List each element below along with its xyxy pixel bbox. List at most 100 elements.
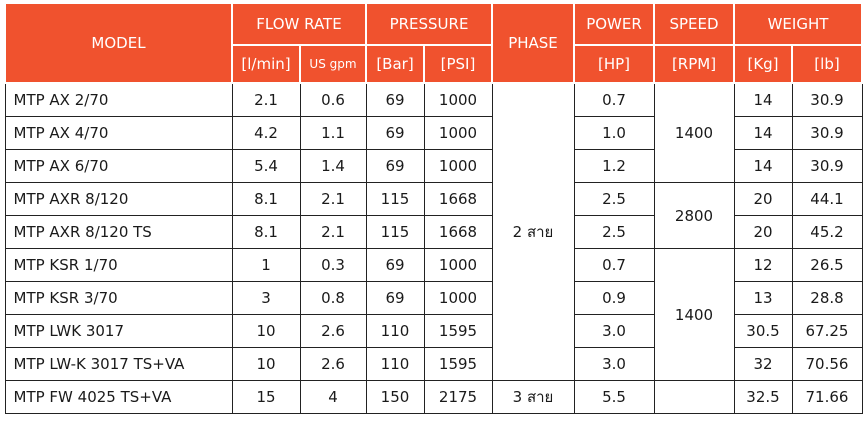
header-phase: PHASE [491, 2, 575, 84]
table-row: MTP AX 2/70 2.1 0.6 69 1000 2 สาย 0.7 14… [4, 82, 863, 381]
cell-speed-merged: 2800 [653, 182, 735, 249]
cell-pressure-bar: 110 [365, 347, 425, 381]
cell-weight-lb: 67.25 [791, 314, 863, 348]
cell-speed-merged: 1400 [653, 248, 735, 381]
header-row-2: [l/min] US gpm [Bar] [PSI] [HP] [RPM] [K… [5, 44, 863, 84]
cell-pressure-bar: 110 [365, 314, 425, 348]
cell-weight-kg: 13 [733, 281, 793, 315]
cell-weight-kg: 32.5 [733, 380, 793, 414]
cell-weight-lb: 26.5 [791, 248, 863, 282]
cell-weight-kg: 14 [733, 149, 793, 183]
cell-flow-lmin: 10 [231, 314, 301, 348]
cell-pressure-bar: 115 [365, 215, 425, 249]
cell-flow-usgpm: 2.6 [299, 347, 367, 381]
cell-model: MTP LW-K 3017 TS+VA [4, 347, 233, 381]
cell-flow-usgpm: 2.6 [299, 314, 367, 348]
header-flow-lmin: [l/min] [231, 44, 301, 84]
cell-pressure-bar: 69 [365, 82, 425, 117]
cell-pressure-bar: 150 [365, 380, 425, 414]
cell-pressure-psi: 1595 [423, 314, 493, 348]
cell-model: MTP AXR 8/120 [4, 182, 233, 216]
header-weight-kg: [Kg] [733, 44, 793, 84]
header-weight: WEIGHT [733, 2, 863, 46]
cell-flow-lmin: 8.1 [231, 182, 301, 216]
cell-flow-lmin: 15 [231, 380, 301, 414]
header-flow-rate: FLOW RATE [231, 2, 367, 46]
cell-weight-lb: 30.9 [791, 149, 863, 183]
cell-weight-kg: 30.5 [733, 314, 793, 348]
cell-weight-kg: 12 [733, 248, 793, 282]
header-row-1: MODEL FLOW RATE PRESSURE PHASE POWER SPE… [4, 2, 863, 84]
cell-weight-kg: 14 [733, 82, 793, 117]
cell-flow-lmin: 4.2 [231, 116, 301, 150]
header-power: POWER [573, 2, 655, 46]
cell-pressure-bar: 69 [365, 281, 425, 315]
table-row: MTP AXR 8/120 8.1 2.1 115 1668 2.5 2800 … [4, 182, 863, 249]
cell-model: MTP AX 6/70 [4, 149, 233, 183]
cell-pressure-psi: 1000 [423, 248, 493, 282]
cell-power-hp: 2.5 [573, 182, 655, 216]
cell-pressure-psi: 1668 [423, 215, 493, 249]
header-pressure: PRESSURE [365, 2, 493, 46]
table-row: MTP AX 4/70 4.2 1.1 69 1000 1.0 14 30.9 [4, 116, 863, 150]
table-row: MTP LW-K 3017 TS+VA 10 2.6 110 1595 3.0 … [4, 347, 863, 381]
cell-weight-lb: 30.9 [791, 116, 863, 150]
cell-speed [653, 380, 735, 414]
cell-model: MTP AX 4/70 [4, 116, 233, 150]
cell-pressure-bar: 69 [365, 248, 425, 282]
cell-phase: 3 สาย [491, 380, 575, 414]
cell-power-hp: 3.0 [573, 314, 655, 348]
cell-weight-kg: 32 [733, 347, 793, 381]
cell-model: MTP AXR 8/120 TS [4, 215, 233, 249]
header-model: MODEL [4, 2, 233, 84]
cell-flow-lmin: 2.1 [231, 82, 301, 117]
cell-power-hp: 0.9 [573, 281, 655, 315]
cell-pressure-bar: 115 [365, 182, 425, 216]
cell-flow-usgpm: 0.3 [299, 248, 367, 282]
cell-power-hp: 1.2 [573, 149, 655, 183]
table-row: MTP LWK 3017 10 2.6 110 1595 3.0 30.5 67… [4, 314, 863, 348]
cell-power-hp: 0.7 [573, 248, 655, 282]
header-pressure-bar: [Bar] [365, 44, 425, 84]
cell-pressure-psi: 2175 [423, 380, 493, 414]
table-row: MTP KSR 1/70 1 0.3 69 1000 0.7 1400 12 2… [4, 248, 863, 381]
header-speed: SPEED [653, 2, 735, 46]
cell-model: MTP KSR 1/70 [4, 248, 233, 282]
table-row: MTP KSR 3/70 3 0.8 69 1000 0.9 13 28.8 [4, 281, 863, 315]
cell-flow-usgpm: 1.1 [299, 116, 367, 150]
cell-flow-usgpm: 2.1 [299, 215, 367, 249]
table-row: MTP AXR 8/120 TS 8.1 2.1 115 1668 2.5 20… [4, 215, 863, 249]
header-flow-usgpm: US gpm [299, 44, 367, 84]
cell-model: MTP AX 2/70 [4, 82, 233, 117]
cell-weight-lb: 44.1 [791, 182, 863, 216]
cell-pressure-psi: 1000 [423, 116, 493, 150]
header-speed-rpm: [RPM] [653, 44, 735, 84]
cell-power-hp: 1.0 [573, 116, 655, 150]
cell-pressure-psi: 1000 [423, 149, 493, 183]
cell-pressure-psi: 1000 [423, 82, 493, 117]
cell-model: MTP FW 4025 TS+VA [4, 380, 233, 414]
cell-flow-usgpm: 0.6 [299, 82, 367, 117]
cell-flow-usgpm: 1.4 [299, 149, 367, 183]
cell-flow-lmin: 10 [231, 347, 301, 381]
cell-pressure-psi: 1595 [423, 347, 493, 381]
cell-weight-lb: 45.2 [791, 215, 863, 249]
cell-power-hp: 0.7 [573, 82, 655, 117]
cell-pressure-bar: 69 [365, 116, 425, 150]
table-row: MTP FW 4025 TS+VA 15 4 150 2175 3 สาย 5.… [4, 380, 863, 414]
cell-weight-lb: 30.9 [791, 82, 863, 117]
cell-weight-lb: 70.56 [791, 347, 863, 381]
cell-flow-usgpm: 2.1 [299, 182, 367, 216]
cell-phase-merged: 2 สาย [491, 82, 575, 381]
header-pressure-psi: [PSI] [423, 44, 493, 84]
header-power-hp: [HP] [573, 44, 655, 84]
cell-weight-kg: 14 [733, 116, 793, 150]
table-row: MTP AX 6/70 5.4 1.4 69 1000 1.2 14 30.9 [4, 149, 863, 183]
cell-flow-usgpm: 0.8 [299, 281, 367, 315]
cell-power-hp: 3.0 [573, 347, 655, 381]
cell-speed-merged: 1400 [653, 82, 735, 183]
cell-flow-lmin: 1 [231, 248, 301, 282]
cell-flow-lmin: 8.1 [231, 215, 301, 249]
cell-power-hp: 2.5 [573, 215, 655, 249]
cell-model: MTP LWK 3017 [4, 314, 233, 348]
